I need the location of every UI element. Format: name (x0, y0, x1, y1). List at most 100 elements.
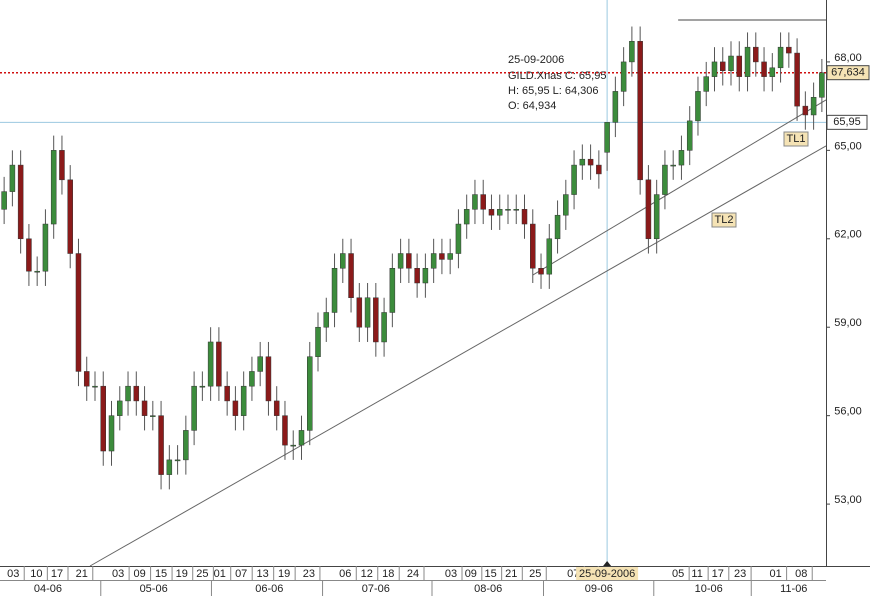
candle-body (158, 415, 164, 475)
month-label: 04-06 (34, 583, 62, 595)
candle-body (34, 270, 40, 273)
x-tick-label: 12 (361, 568, 373, 580)
candle-body (356, 297, 363, 328)
month-label: 07-06 (362, 583, 390, 595)
x-tick-label: 01 (769, 568, 781, 580)
trendline (89, 145, 827, 567)
month-label: 09-06 (585, 583, 613, 595)
month-label: 05-06 (140, 583, 168, 595)
x-tick-label: 15 (155, 568, 167, 580)
candle-body (75, 253, 82, 372)
candle-body (397, 253, 404, 269)
candle-body (232, 400, 239, 416)
candle-body (141, 400, 148, 416)
x-tick-label: 19 (278, 568, 290, 580)
x-tick-label: 17 (712, 568, 724, 580)
x-tick-label: 09 (465, 568, 477, 580)
candle-body (505, 209, 511, 211)
info-open: O: 64,934 (508, 100, 556, 112)
x-tick-label: 01 (214, 568, 226, 580)
x-tick-label: 11 (691, 568, 702, 580)
candle-body (430, 253, 437, 269)
candle-body (546, 238, 553, 275)
candle-body (117, 400, 123, 416)
candle-body (224, 385, 230, 402)
candle-body (579, 158, 586, 166)
cursor-date-box (576, 567, 639, 580)
candle-body (150, 415, 156, 417)
y-tick-label: 62,00 (834, 229, 862, 241)
candle-body (92, 385, 98, 388)
x-tick-label: 03 (112, 568, 124, 580)
candle-body (703, 76, 709, 92)
trendline-label: TL1 (787, 133, 806, 145)
candle-body (166, 459, 173, 475)
month-label: 06-06 (255, 583, 283, 595)
month-label: 11-06 (780, 583, 807, 595)
candle-body (364, 297, 371, 328)
x-tick-label: 03 (7, 568, 19, 580)
candle-body (265, 356, 272, 402)
trendline-label: TL2 (715, 214, 734, 226)
candle-body (819, 72, 825, 98)
y-tick-label: 68,00 (834, 52, 862, 64)
candle-body (488, 209, 495, 216)
candle-body (422, 268, 429, 284)
candle-body (794, 52, 800, 107)
candle-body (554, 214, 561, 240)
candle-body (513, 209, 519, 211)
candle-body (711, 61, 718, 77)
x-tick-label: 17 (51, 568, 63, 580)
month-label: 08-06 (474, 583, 502, 595)
candle-body (810, 97, 817, 116)
candle-body (662, 164, 668, 195)
candle-body (439, 253, 445, 260)
candle-body (686, 120, 693, 151)
candle-body (736, 55, 743, 77)
cursor-price-box (826, 114, 868, 130)
candle-body (786, 46, 792, 54)
candle-body (629, 41, 635, 63)
x-tick-label: 06 (339, 568, 351, 580)
candle-body (538, 268, 544, 275)
candle-body (645, 179, 652, 240)
candle-body (249, 371, 255, 387)
y-tick-label: 56,00 (834, 406, 862, 418)
trendline-label-box (783, 131, 809, 147)
candle-body (307, 356, 313, 431)
candle-body (455, 223, 462, 254)
candle-body (133, 385, 140, 402)
candle-body (670, 164, 676, 167)
info-close: GILD.Xnas C: 65,95 (508, 70, 606, 82)
candle-body (530, 223, 536, 269)
candle-body (777, 46, 784, 69)
x-tick-label: 03 (445, 568, 457, 580)
candle-body (463, 209, 470, 225)
x-tick-label: 05 (672, 568, 684, 580)
candle-body (207, 341, 214, 387)
x-tick-label: 21 (505, 568, 517, 580)
candle-body (612, 91, 619, 123)
candle-body (216, 341, 222, 387)
x-tick-label: 25 (529, 568, 541, 580)
candle-body (298, 430, 305, 446)
x-tick-label: 19 (176, 568, 188, 580)
candle-body (406, 253, 412, 269)
candle-body (17, 164, 24, 240)
trendline (532, 99, 827, 276)
x-tick-label: 09 (133, 568, 145, 580)
x-tick-label: 10 (30, 568, 42, 580)
candle-body (414, 268, 420, 284)
x-tick-label: 18 (382, 568, 394, 580)
candle-body (240, 385, 247, 416)
candle-body (257, 356, 263, 372)
candle-body (373, 297, 379, 343)
candle-body (191, 385, 197, 431)
candle-body (802, 105, 809, 116)
info-high-low: H: 65,95 L: 64,306 (508, 85, 599, 97)
candle-body (728, 55, 734, 72)
y-tick-label: 65,00 (834, 140, 862, 152)
x-tick-label: 08 (795, 568, 807, 580)
month-label: 10-06 (695, 583, 723, 595)
